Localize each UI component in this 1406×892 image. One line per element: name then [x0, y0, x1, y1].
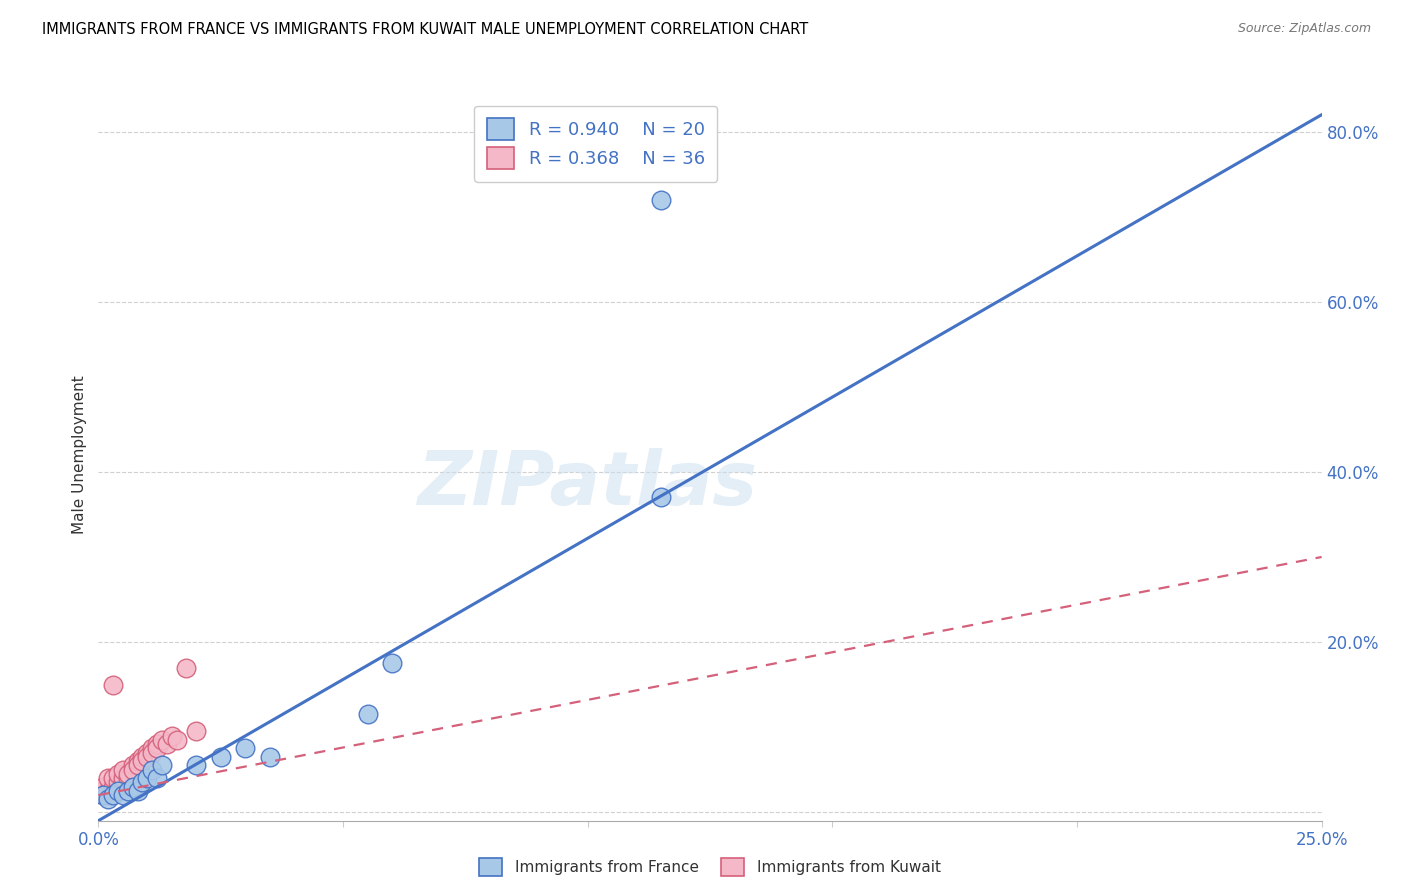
Point: [160, 729, 183, 743]
Point: [141, 763, 163, 777]
Y-axis label: Male Unemployment: Male Unemployment: [72, 376, 87, 534]
Point: [121, 780, 143, 794]
Point: [101, 780, 124, 794]
Point: [186, 724, 208, 739]
Point: [131, 775, 153, 789]
Point: [91, 788, 114, 802]
Point: [150, 758, 173, 772]
Point: [209, 749, 232, 764]
Point: [356, 707, 378, 722]
Point: [150, 732, 173, 747]
Point: [136, 771, 159, 785]
Point: [111, 788, 134, 802]
Point: [97, 788, 120, 802]
Point: [91, 780, 114, 794]
Point: [111, 763, 134, 777]
Text: IMMIGRANTS FROM FRANCE VS IMMIGRANTS FROM KUWAIT MALE UNEMPLOYMENT CORRELATION C: IMMIGRANTS FROM FRANCE VS IMMIGRANTS FRO…: [42, 22, 808, 37]
Point: [121, 758, 143, 772]
Point: [166, 732, 188, 747]
Point: [117, 767, 139, 781]
Point: [107, 775, 129, 789]
Point: [117, 784, 139, 798]
Point: [97, 784, 120, 798]
Point: [176, 660, 198, 674]
Point: [107, 780, 129, 794]
Point: [146, 771, 169, 785]
Point: [650, 193, 672, 207]
Point: [97, 771, 120, 785]
Point: [117, 771, 139, 785]
Point: [127, 758, 149, 772]
Point: [101, 784, 124, 798]
Point: [233, 741, 256, 756]
Point: [101, 771, 124, 785]
Point: [259, 749, 281, 764]
Point: [136, 749, 159, 764]
Point: [146, 741, 169, 756]
Point: [650, 491, 672, 505]
Point: [131, 749, 153, 764]
Point: [381, 657, 404, 671]
Point: [136, 746, 159, 760]
Point: [111, 771, 134, 785]
Point: [121, 763, 143, 777]
Point: [127, 754, 149, 768]
Point: [101, 677, 124, 691]
Point: [141, 746, 163, 760]
Point: [91, 784, 114, 798]
Point: [97, 792, 120, 806]
Point: [131, 754, 153, 768]
Point: [101, 788, 124, 802]
Point: [111, 775, 134, 789]
Point: [146, 737, 169, 751]
Text: ZIPatlas: ZIPatlas: [418, 448, 758, 521]
Point: [186, 758, 208, 772]
Point: [141, 741, 163, 756]
Text: Source: ZipAtlas.com: Source: ZipAtlas.com: [1237, 22, 1371, 36]
Point: [107, 767, 129, 781]
Point: [127, 784, 149, 798]
Point: [91, 788, 114, 802]
Legend: Immigrants from France, Immigrants from Kuwait: Immigrants from France, Immigrants from …: [474, 852, 946, 882]
Point: [107, 784, 129, 798]
Point: [156, 737, 179, 751]
